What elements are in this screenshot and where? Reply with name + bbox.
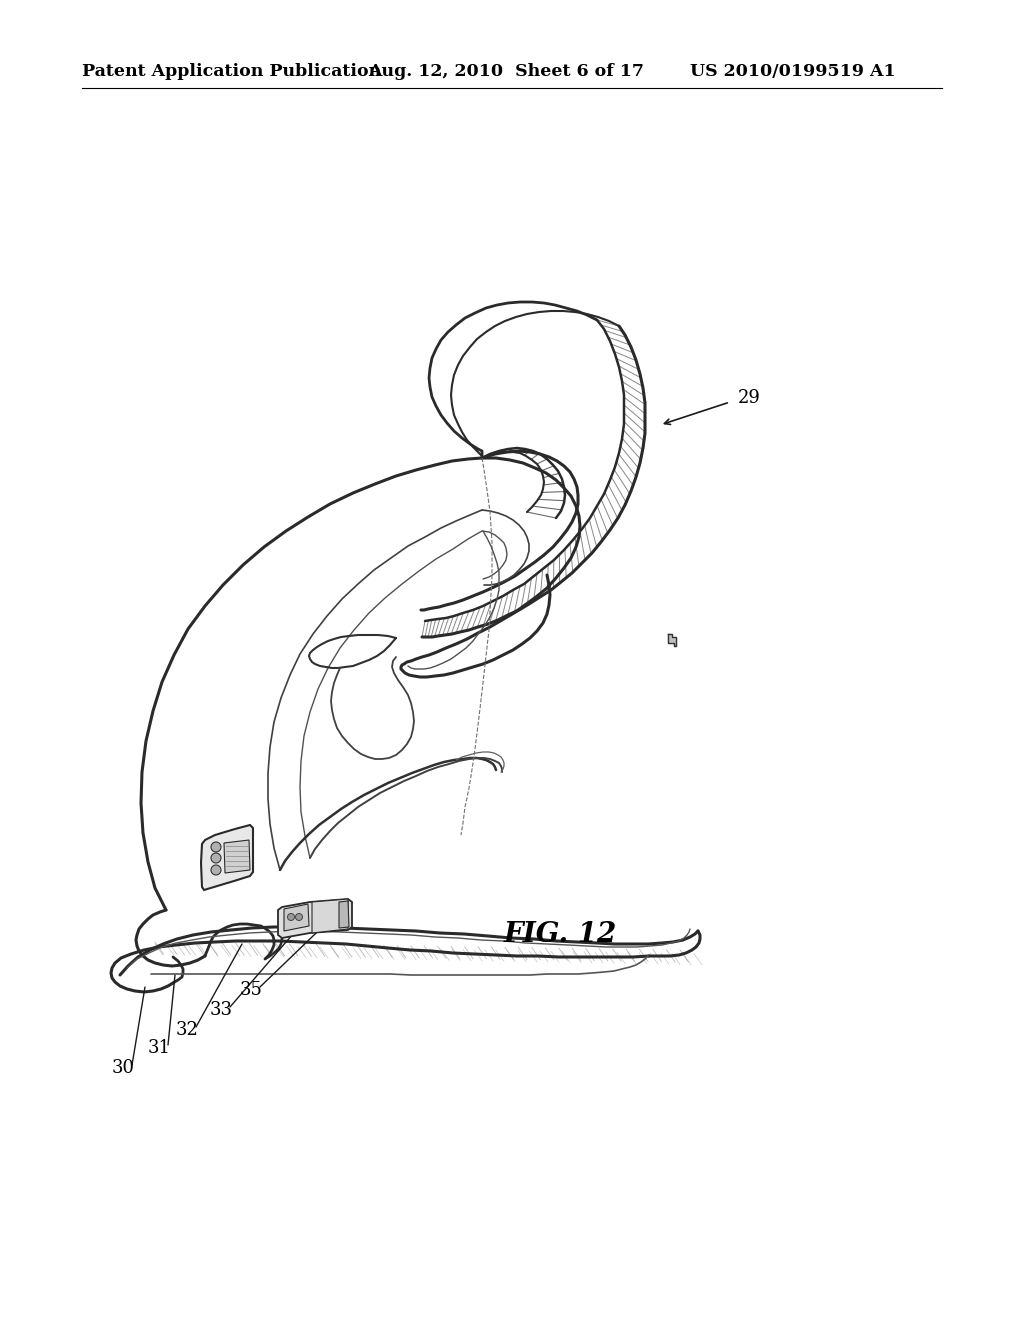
Polygon shape bbox=[312, 899, 348, 933]
Circle shape bbox=[211, 853, 221, 863]
Polygon shape bbox=[201, 825, 253, 890]
Circle shape bbox=[211, 842, 221, 851]
Text: 30: 30 bbox=[112, 1059, 135, 1077]
Polygon shape bbox=[339, 902, 349, 928]
Polygon shape bbox=[284, 904, 309, 931]
Polygon shape bbox=[224, 840, 250, 873]
Text: 31: 31 bbox=[148, 1039, 171, 1057]
Text: US 2010/0199519 A1: US 2010/0199519 A1 bbox=[690, 63, 896, 81]
Text: Aug. 12, 2010  Sheet 6 of 17: Aug. 12, 2010 Sheet 6 of 17 bbox=[368, 63, 644, 81]
Circle shape bbox=[288, 913, 295, 920]
Circle shape bbox=[211, 865, 221, 875]
Text: 32: 32 bbox=[176, 1020, 199, 1039]
Text: 29: 29 bbox=[738, 389, 761, 407]
Text: 35: 35 bbox=[240, 981, 263, 999]
Text: 33: 33 bbox=[210, 1001, 233, 1019]
Polygon shape bbox=[278, 899, 352, 939]
Text: Patent Application Publication: Patent Application Publication bbox=[82, 63, 381, 81]
Text: FIG. 12: FIG. 12 bbox=[504, 921, 616, 949]
Circle shape bbox=[296, 913, 302, 920]
Polygon shape bbox=[668, 634, 676, 645]
